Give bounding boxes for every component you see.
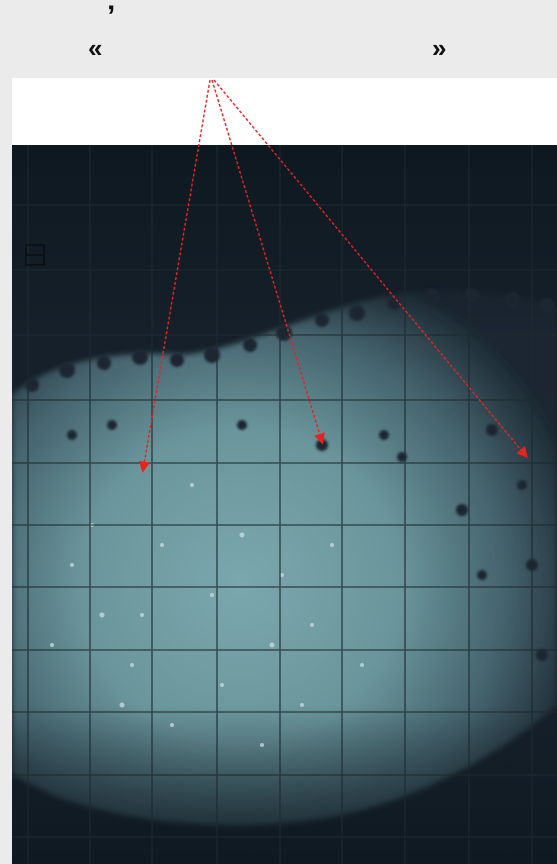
corner-mark-icon bbox=[25, 244, 45, 266]
closing-quote: » bbox=[432, 33, 447, 63]
specimen-image bbox=[12, 145, 557, 864]
light-specks bbox=[50, 483, 364, 747]
header-bar: ’ « » bbox=[0, 0, 557, 78]
opening-quote: « bbox=[88, 33, 103, 63]
apostrophe-mark: ’ bbox=[107, 0, 116, 33]
specimen-photo bbox=[12, 145, 557, 864]
